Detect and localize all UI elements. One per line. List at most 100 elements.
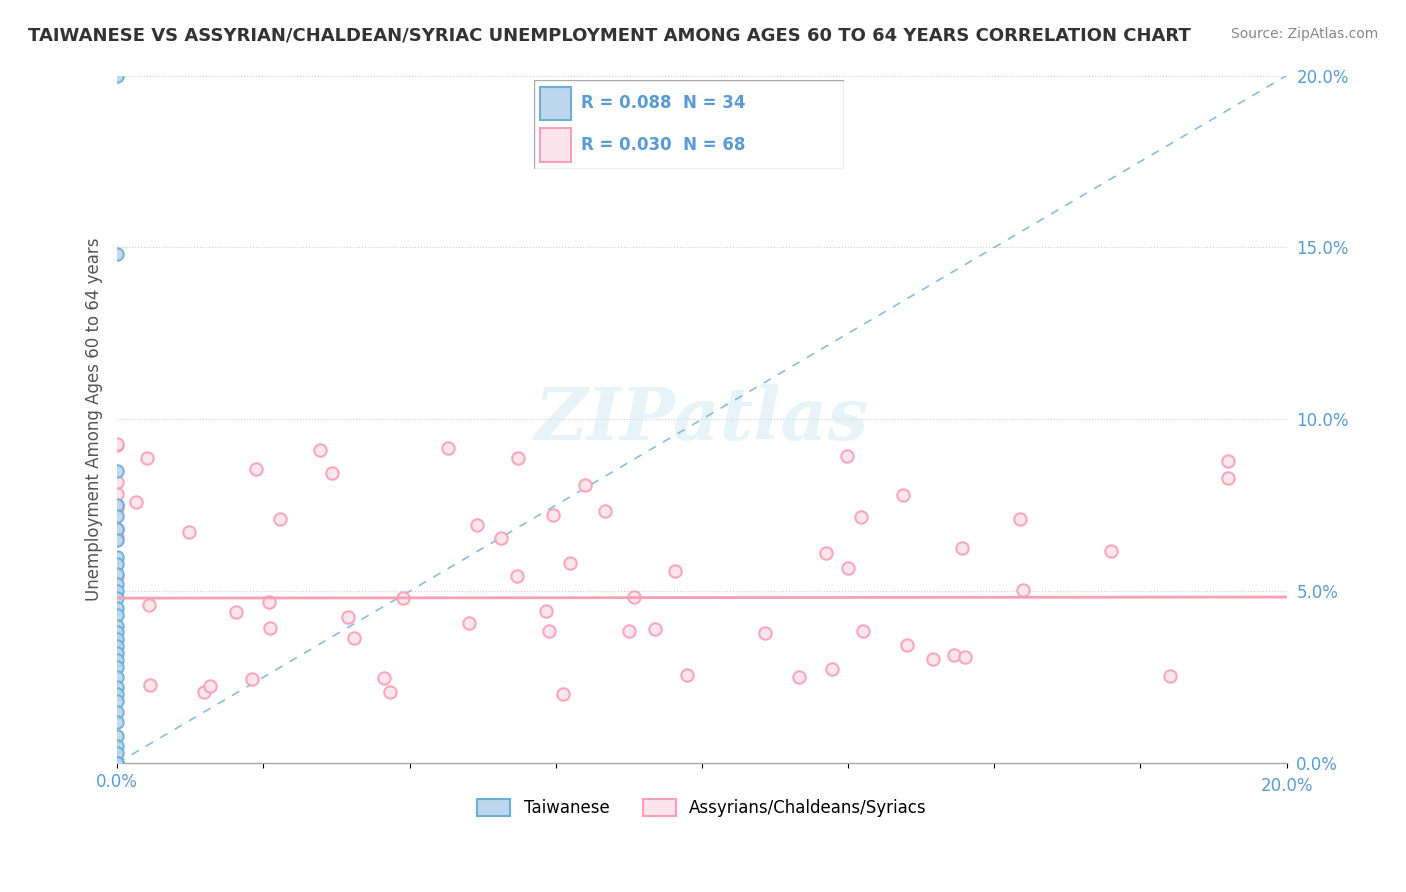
Point bbox=[644, 622, 666, 636]
Point bbox=[105, 487, 128, 501]
Point bbox=[105, 729, 128, 743]
Point bbox=[849, 510, 872, 524]
Point bbox=[105, 498, 128, 512]
Point bbox=[105, 687, 128, 701]
Point bbox=[308, 442, 330, 457]
Point bbox=[373, 671, 395, 685]
Text: TAIWANESE VS ASSYRIAN/CHALDEAN/SYRIAC UNEMPLOYMENT AMONG AGES 60 TO 64 YEARS COR: TAIWANESE VS ASSYRIAN/CHALDEAN/SYRIAC UN… bbox=[28, 27, 1191, 45]
Point bbox=[105, 438, 128, 452]
Point bbox=[125, 495, 148, 509]
Point bbox=[617, 624, 640, 638]
Point bbox=[664, 564, 686, 578]
Point bbox=[105, 557, 128, 571]
Point bbox=[105, 533, 128, 547]
Point bbox=[105, 756, 128, 771]
FancyBboxPatch shape bbox=[540, 87, 571, 120]
Text: ZIPatlas: ZIPatlas bbox=[534, 384, 869, 455]
Point bbox=[105, 601, 128, 615]
Point bbox=[623, 590, 645, 604]
Point bbox=[225, 605, 247, 619]
Point bbox=[105, 632, 128, 647]
Point bbox=[574, 477, 596, 491]
Point bbox=[105, 660, 128, 674]
Text: R = 0.088  N = 34: R = 0.088 N = 34 bbox=[581, 95, 745, 112]
Point bbox=[343, 631, 366, 645]
Text: 20.0%: 20.0% bbox=[1260, 777, 1313, 795]
Point bbox=[105, 69, 128, 83]
Point bbox=[465, 518, 488, 533]
Point bbox=[536, 604, 558, 618]
Text: R = 0.030  N = 68: R = 0.030 N = 68 bbox=[581, 136, 745, 154]
Point bbox=[193, 685, 215, 699]
Point bbox=[508, 450, 530, 465]
Point bbox=[814, 546, 837, 560]
Point bbox=[321, 467, 343, 481]
Point bbox=[953, 650, 976, 665]
Point bbox=[105, 714, 128, 729]
Point bbox=[139, 678, 162, 692]
Point bbox=[1216, 471, 1239, 485]
Y-axis label: Unemployment Among Ages 60 to 64 years: Unemployment Among Ages 60 to 64 years bbox=[86, 237, 103, 601]
Point bbox=[105, 436, 128, 450]
Point bbox=[943, 648, 966, 663]
Point bbox=[754, 626, 776, 640]
Point bbox=[551, 687, 574, 701]
Point bbox=[105, 608, 128, 623]
Point bbox=[105, 247, 128, 261]
Point bbox=[105, 756, 128, 771]
Point bbox=[269, 512, 291, 526]
Point bbox=[921, 652, 943, 666]
Point bbox=[950, 541, 973, 555]
Point bbox=[541, 508, 564, 522]
Text: Source: ZipAtlas.com: Source: ZipAtlas.com bbox=[1230, 27, 1378, 41]
Point bbox=[1012, 582, 1035, 597]
Point bbox=[105, 567, 128, 582]
Point bbox=[558, 556, 581, 570]
Point bbox=[138, 598, 160, 612]
Point bbox=[245, 462, 267, 476]
Point bbox=[336, 610, 359, 624]
Point bbox=[105, 475, 128, 489]
Point bbox=[891, 488, 914, 502]
Point bbox=[105, 653, 128, 667]
Point bbox=[538, 624, 561, 639]
Point bbox=[105, 746, 128, 760]
Point bbox=[1216, 453, 1239, 467]
Point bbox=[105, 584, 128, 599]
Legend: Taiwanese, Assyrians/Chaldeans/Syriacs: Taiwanese, Assyrians/Chaldeans/Syriacs bbox=[470, 792, 934, 823]
Point bbox=[458, 615, 481, 630]
Point bbox=[821, 662, 844, 676]
Point bbox=[852, 624, 875, 638]
Point bbox=[593, 504, 616, 518]
Point bbox=[1008, 512, 1031, 526]
Point bbox=[392, 591, 415, 606]
Point bbox=[837, 561, 859, 575]
Point bbox=[105, 618, 128, 632]
Point bbox=[136, 450, 159, 465]
Point bbox=[105, 570, 128, 584]
Point bbox=[491, 532, 513, 546]
Point bbox=[105, 522, 128, 536]
Point bbox=[257, 595, 280, 609]
Point bbox=[105, 577, 128, 591]
Point bbox=[505, 569, 527, 583]
Point bbox=[105, 625, 128, 640]
Point bbox=[105, 646, 128, 660]
FancyBboxPatch shape bbox=[540, 128, 571, 162]
Point bbox=[437, 441, 460, 455]
Point bbox=[105, 670, 128, 684]
Point bbox=[105, 522, 128, 536]
Point bbox=[105, 591, 128, 606]
Point bbox=[105, 739, 128, 753]
Point bbox=[105, 705, 128, 719]
Point bbox=[105, 508, 128, 523]
Point bbox=[240, 673, 263, 687]
Point bbox=[105, 756, 128, 771]
Point bbox=[787, 670, 810, 684]
Point bbox=[835, 449, 858, 463]
Point bbox=[105, 464, 128, 478]
Point bbox=[105, 639, 128, 653]
Point bbox=[105, 681, 128, 695]
Point bbox=[105, 694, 128, 708]
Point bbox=[105, 530, 128, 544]
